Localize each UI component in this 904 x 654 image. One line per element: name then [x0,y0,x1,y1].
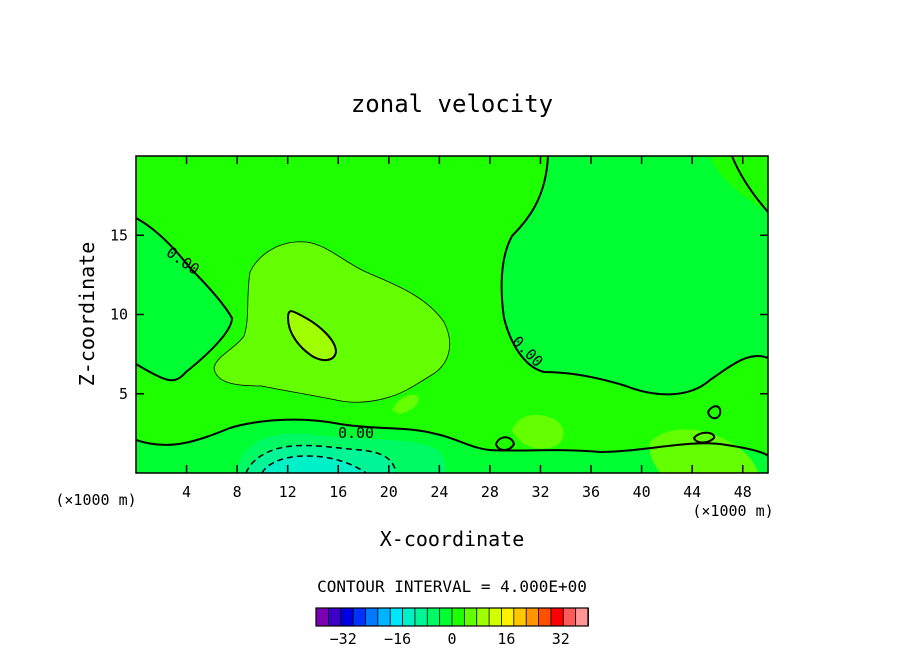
contour-line-positive-weak [213,241,451,403]
contour-line-negative-dashed-inner [261,455,367,473]
x-tick-label: 28 [481,483,499,501]
colorbar-tick-label: −16 [384,630,411,648]
colorbar-swatch [426,607,441,627]
contour-line-positive-core [286,310,338,362]
colorbar-swatch [327,607,342,627]
colorbar-tick-label: 0 [447,630,456,648]
colorbar-swatch [365,607,379,627]
colorbar-swatch [488,607,503,627]
mid-positive-patch [512,414,564,449]
y-axis-ticks: 5 10 15 [110,226,768,403]
colorbar-swatch [315,607,330,627]
contour-line-left [136,217,234,382]
y-tick-label: 10 [110,306,128,324]
colorbar-ticks: −32 −16 0 16 32 [330,630,570,648]
colorbar-swatch [389,607,404,627]
plot-area: 0.00 0.00 0.00 [136,156,768,473]
contour-interval-label: CONTOUR INTERVAL = 4.000E+00 [317,577,587,596]
right-positive-patch [649,429,758,473]
contour-line-top-right [731,156,768,213]
small-positive-patch [392,394,419,414]
colorbar-tick-label: 16 [497,630,515,648]
chart-title: zonal velocity [351,90,553,118]
colorbar-swatch [402,607,416,627]
x-tick-label: 12 [279,483,297,501]
x-tick-label: 48 [734,483,752,501]
colorbar-swatch [340,607,354,627]
contour-line-negative-dashed [245,444,397,473]
positive-mid-region [288,311,336,361]
colorbar-swatch [525,607,540,627]
x-tick-label: 32 [531,483,549,501]
contour-line-right [500,156,768,396]
colorbar [315,607,589,627]
colorbar-swatch [439,607,453,627]
x-tick-label: 24 [430,483,448,501]
x-tick-label: 44 [683,483,701,501]
positive-weak-region [214,241,450,403]
x-tick-label: 8 [233,483,242,501]
colorbar-swatch [463,607,478,627]
left-negative-region [136,218,232,381]
colorbar-swatch [575,607,589,627]
y-tick-label: 15 [110,226,128,244]
right-negative-region [501,156,768,395]
colorbar-frame [315,607,589,627]
x-axis-ticks: 4 8 12 16 20 24 28 32 36 40 44 48 [182,156,752,501]
x-axis-label: X-coordinate [380,527,525,551]
x-unit-label-right: (×1000 m) [692,502,773,520]
colorbar-swatch [451,607,466,627]
x-tick-label: 16 [329,483,347,501]
colorbar-swatch [538,607,552,627]
contour-label-bottom: 0.00 [338,424,374,442]
colorbar-swatch [513,607,528,627]
colorbar-swatch [414,607,429,627]
colorbar-swatch [562,607,577,627]
x-tick-label: 20 [380,483,398,501]
colorbar-swatch [352,607,367,627]
x-tick-label: 40 [633,483,651,501]
y-axis-label: Z-coordinate [75,242,99,387]
colorbar-tick-label: −32 [330,630,357,648]
contour-line-bottom [136,418,768,457]
colorbar-tick-label: 32 [552,630,570,648]
colorbar-swatch [377,607,392,627]
x-tick-label: 4 [182,483,191,501]
x-tick-label: 36 [582,483,600,501]
x-unit-label-left: (×1000 m) [55,491,136,509]
colorbar-swatch [476,607,490,627]
colorbar-swatch [550,607,565,627]
colorbar-swatch [501,607,515,627]
contour-line-small-loop [494,405,722,451]
y-tick-label: 5 [119,385,128,403]
